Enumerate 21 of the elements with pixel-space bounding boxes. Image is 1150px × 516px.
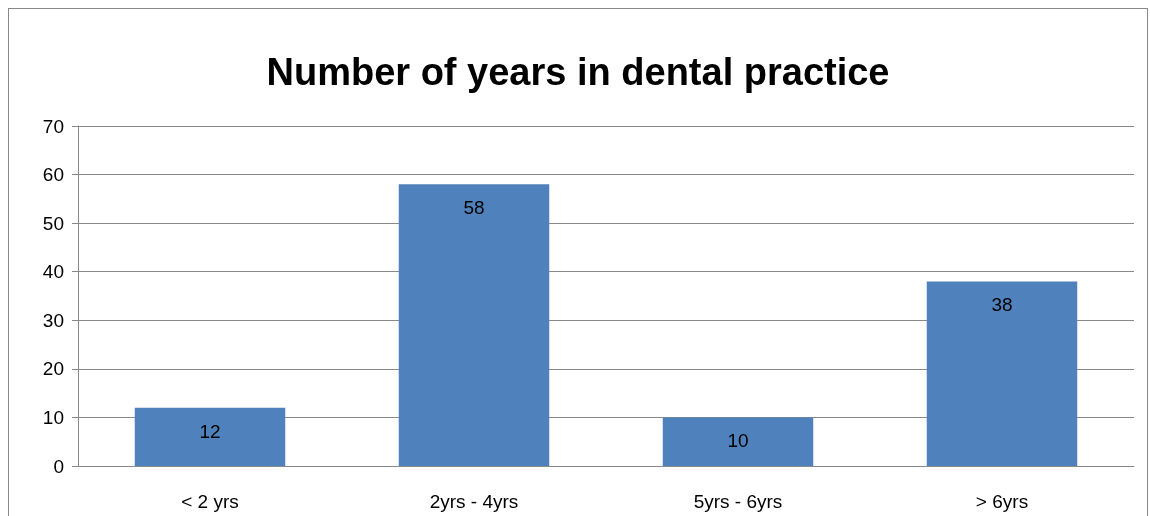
bar	[398, 184, 550, 466]
chart-title: Number of years in dental practice	[266, 51, 890, 93]
x-tick-label: 5yrs - 6yrs	[693, 491, 783, 512]
data-label: 38	[991, 294, 1013, 316]
y-tick-label: 70	[42, 115, 64, 137]
y-tick-label: 30	[42, 309, 64, 331]
data-label: 12	[199, 420, 221, 442]
bar	[926, 281, 1078, 466]
y-tick-label: 20	[42, 358, 64, 380]
y-tick-label: 10	[42, 406, 64, 428]
data-label: 10	[727, 430, 749, 452]
x-tick-label: 2yrs - 4yrs	[429, 491, 519, 512]
bar	[662, 417, 814, 466]
y-tick-label: 40	[42, 261, 64, 283]
x-tick-label: > 6yrs	[975, 491, 1029, 512]
bar	[134, 407, 286, 466]
data-label: 58	[463, 197, 485, 219]
y-tick-label: 50	[42, 212, 64, 234]
y-tick-label: 0	[53, 455, 64, 477]
x-tick-label: < 2 yrs	[181, 491, 239, 512]
y-tick-label: 60	[42, 164, 64, 186]
